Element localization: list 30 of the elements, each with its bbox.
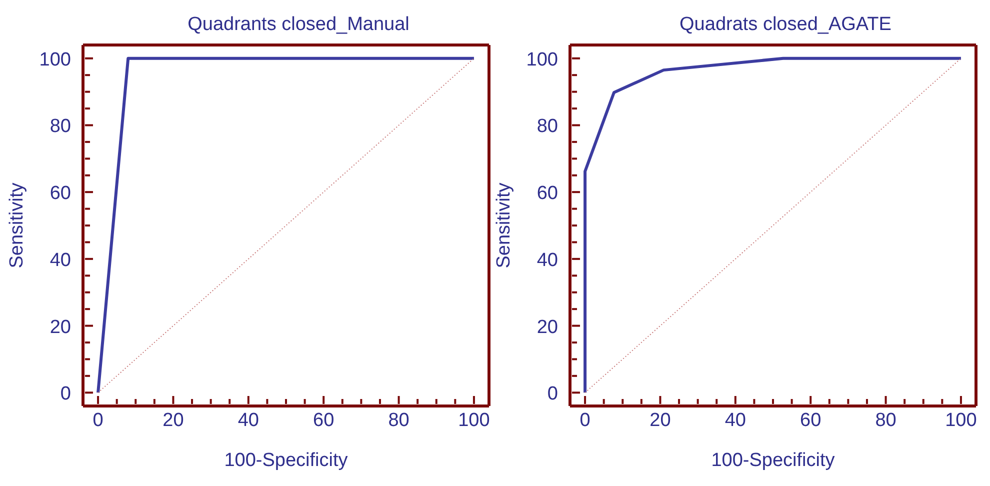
y-tick-label: 100 — [39, 49, 71, 70]
y-tick-label: 60 — [50, 183, 71, 204]
y-tick-label: 100 — [526, 49, 558, 70]
chart-title: Quadrats closed_AGATE — [678, 14, 892, 36]
y-axis-title: Sensitivity — [6, 182, 28, 268]
x-tick-label: 0 — [580, 410, 590, 431]
y-tick-label: 80 — [50, 116, 71, 138]
chart-title: Quadrants closed_Manual — [186, 14, 410, 36]
y-tick-label: 60 — [536, 183, 558, 204]
y-tick-label: 0 — [547, 384, 558, 405]
y-tick-label: 40 — [50, 250, 71, 271]
x-axis-title: 100-Specificity — [224, 450, 348, 471]
y-axis-title: Sensitivity — [494, 182, 515, 268]
x-tick-label: 0 — [92, 410, 104, 431]
x-tick-label: 20 — [650, 410, 671, 431]
y-tick-label: 40 — [536, 250, 558, 271]
y-tick-label: 20 — [50, 316, 71, 338]
y-tick-label: 20 — [536, 316, 558, 338]
x-tick-label: 60 — [800, 410, 822, 431]
x-tick-label: 40 — [238, 410, 259, 431]
x-tick-label: 40 — [724, 410, 746, 431]
x-axis-title: 100-Specificity — [711, 450, 836, 471]
x-tick-label: 80 — [388, 410, 410, 431]
x-tick-label: 20 — [162, 410, 184, 431]
x-tick-label: 80 — [875, 410, 896, 431]
x-tick-label: 100 — [945, 410, 977, 431]
y-tick-label: 0 — [60, 384, 71, 405]
x-tick-label: 60 — [313, 410, 334, 431]
y-tick-label: 80 — [536, 116, 558, 138]
x-tick-label: 100 — [458, 410, 490, 431]
